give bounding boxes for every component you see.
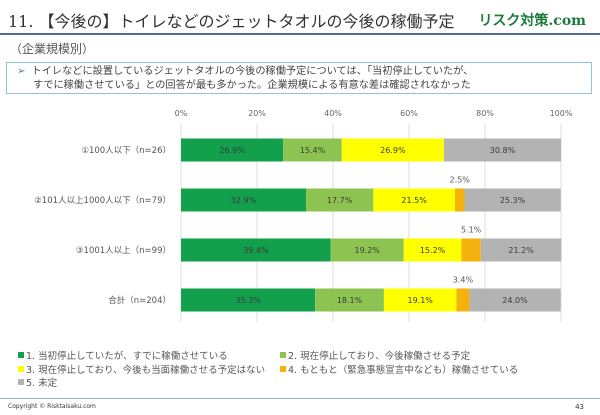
- data-label: 15.4%: [300, 146, 326, 155]
- bar-segment: [315, 288, 384, 312]
- legend-swatch: [18, 352, 24, 358]
- data-label: 21.5%: [401, 196, 427, 205]
- data-label: 18.1%: [337, 296, 363, 305]
- data-label: 24.0%: [502, 296, 528, 305]
- x-tick-label: 40%: [324, 109, 342, 118]
- data-label: 15.2%: [420, 246, 446, 255]
- x-tick-label: 100%: [550, 109, 573, 118]
- bar-segment: [283, 138, 342, 162]
- summary-line-2: すでに稼働させている」との回答が最も多かった。企業規模による有意な差は確認されな…: [33, 80, 471, 91]
- data-label: 26.9%: [219, 146, 245, 155]
- bar-segment: [480, 238, 562, 262]
- legend-item-4: 4. もともと（緊急事態宣言中なども）稼働させている: [280, 364, 518, 378]
- category-label: ②101人以上1000人以下（n=79）: [34, 195, 171, 206]
- bar-segment: [181, 288, 316, 312]
- category-label: ③1001人以上（n=99）: [76, 245, 171, 256]
- x-tick-label: 0%: [175, 109, 188, 118]
- category-label: 合計（n=204）: [108, 295, 171, 306]
- x-tick-label: 60%: [400, 109, 418, 118]
- copyright: Copyright © Risktaisaku.com: [8, 403, 96, 410]
- bar-segment: [181, 238, 331, 262]
- bar-segment: [469, 288, 561, 312]
- legend-item-3: 3. 現在停止しており、今後も当面稼働させる予定はない: [18, 364, 280, 378]
- bar-segment: [383, 288, 457, 312]
- data-label: 25.3%: [500, 196, 526, 205]
- data-label: 19.1%: [407, 296, 433, 305]
- bar-segment: [454, 188, 465, 212]
- data-label: 19.2%: [354, 246, 380, 255]
- data-label: 26.9%: [380, 146, 406, 155]
- legend-swatch: [280, 352, 286, 358]
- bar-segment: [443, 138, 561, 162]
- arrow-bullet-icon: ➢: [17, 66, 26, 77]
- bar-segment: [464, 188, 561, 212]
- bar-segment: [181, 138, 284, 162]
- bar-segment: [306, 188, 374, 212]
- bar-segment: [181, 188, 307, 212]
- data-label: 5.1%: [461, 226, 482, 235]
- slide-subtitle: （企業規模別）: [10, 42, 95, 56]
- category-label: ①100人以下（n=26）: [81, 145, 171, 156]
- brand-logo: リスク対策.com: [478, 13, 586, 29]
- legend-item-2: 2. 現在停止しており、今後稼働させる予定: [280, 350, 470, 364]
- data-label: 3.4%: [453, 276, 474, 285]
- data-label: 32.9%: [231, 196, 257, 205]
- page-number: 43: [575, 403, 584, 411]
- x-tick-label: 80%: [476, 109, 494, 118]
- x-tick-label: 20%: [248, 109, 266, 118]
- bar-segment: [456, 288, 470, 312]
- legend-swatch: [280, 365, 286, 372]
- stacked-bar-chart: 0% 20% 40% 60% 80% 100% ①100人以下（n=26） 26.9% 15.4…: [34, 109, 573, 322]
- footer-divider: [0, 398, 600, 399]
- legend: 1. 当初停止していたが、すでに稼働させている 2. 現在停止しており、今後稼働さ…: [18, 350, 518, 391]
- summary-line-1: トイレなどに設置しているジェットタオルの今後の稼働予定については、「当初停止して…: [31, 66, 474, 77]
- data-label: 39.4%: [243, 246, 269, 255]
- bar-segment: [373, 188, 455, 212]
- data-label: 30.8%: [490, 146, 516, 155]
- bar-segment: [403, 238, 462, 262]
- bar-segment: [341, 138, 444, 162]
- legend-swatch: [18, 365, 24, 372]
- data-label: 35.3%: [235, 296, 261, 305]
- data-label: 21.2%: [508, 246, 534, 255]
- legend-swatch: [18, 379, 24, 385]
- data-label: 17.7%: [327, 196, 353, 205]
- legend-item-1: 1. 当初停止していたが、すでに稼働させている: [18, 350, 280, 364]
- summary-box: ➢ トイレなどに設置しているジェットタオルの今後の稼働予定については、「当初停止し…: [6, 62, 592, 94]
- data-label: 2.5%: [450, 176, 471, 185]
- bar-segment: [461, 238, 481, 262]
- legend-item-5: 5. 未定: [18, 377, 57, 391]
- title-divider: [0, 33, 600, 35]
- bar-segment: [330, 238, 404, 262]
- slide-title: 11. 【今後の】トイレなどのジェットタオルの今後の稼働予定: [8, 12, 455, 31]
